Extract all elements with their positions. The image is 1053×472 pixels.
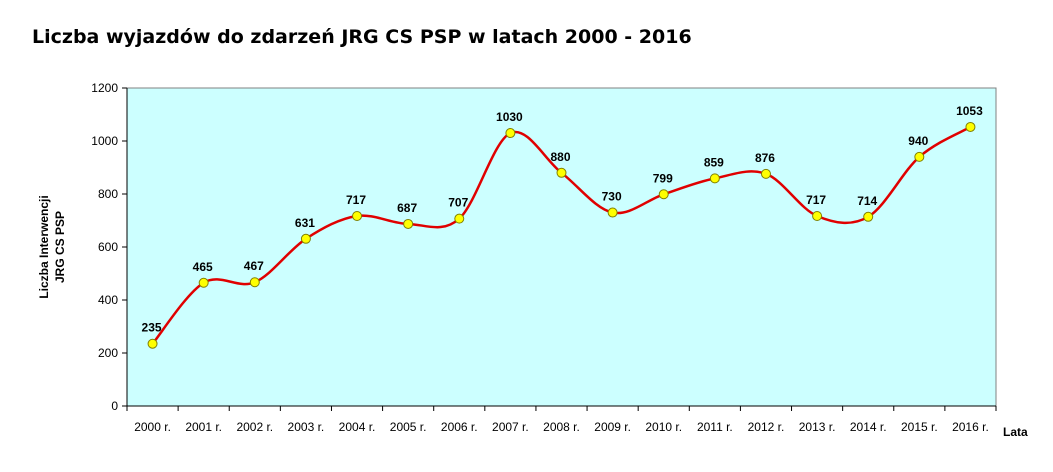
x-tick-label: 2012 r. bbox=[748, 420, 785, 434]
data-point bbox=[147, 338, 158, 349]
x-tick-label: 2006 r. bbox=[441, 420, 478, 434]
data-label: 707 bbox=[448, 196, 468, 210]
data-point bbox=[249, 277, 260, 288]
y-tick-label: 1000 bbox=[91, 134, 118, 148]
x-tick-label: 2013 r. bbox=[799, 420, 836, 434]
data-label: 631 bbox=[295, 216, 315, 230]
x-tick-label: 2010 r. bbox=[645, 420, 682, 434]
data-label: 687 bbox=[397, 201, 417, 215]
x-tick-label: 2005 r. bbox=[390, 420, 427, 434]
y-axis: 0 200 400 600 800 1000 1200 bbox=[91, 81, 128, 413]
data-label: 235 bbox=[142, 321, 162, 335]
data-point bbox=[352, 210, 363, 221]
data-label: 1053 bbox=[956, 104, 983, 118]
data-point bbox=[454, 213, 465, 224]
x-tick-label: 2003 r. bbox=[288, 420, 325, 434]
data-markers bbox=[147, 121, 976, 349]
x-tick-label: 2015 r. bbox=[901, 420, 938, 434]
y-tick-label: 800 bbox=[98, 187, 118, 201]
x-tick-label: 2004 r. bbox=[339, 420, 376, 434]
data-point bbox=[556, 167, 567, 178]
data-point bbox=[709, 173, 720, 184]
data-point bbox=[300, 233, 311, 244]
data-label: 714 bbox=[857, 194, 877, 208]
data-point bbox=[760, 168, 771, 179]
data-label: 880 bbox=[550, 150, 570, 164]
x-tick-label: 2001 r. bbox=[185, 420, 222, 434]
y-axis-title-line: JRG CS PSP bbox=[53, 211, 67, 283]
x-tick-label: 2016 r. bbox=[952, 420, 989, 434]
data-point bbox=[658, 189, 669, 200]
data-point bbox=[607, 207, 618, 218]
data-label: 730 bbox=[602, 190, 622, 204]
data-label: 876 bbox=[755, 151, 775, 165]
data-label: 717 bbox=[806, 193, 826, 207]
data-point bbox=[198, 277, 209, 288]
data-label: 717 bbox=[346, 193, 366, 207]
data-point bbox=[505, 128, 516, 139]
x-tick-label: 2002 r. bbox=[236, 420, 273, 434]
x-axis: 2000 r. 2001 r. 2002 r. 2003 r. 2004 r. 2005 … bbox=[126, 405, 997, 434]
data-label: 465 bbox=[193, 260, 213, 274]
y-tick-label: 400 bbox=[98, 293, 118, 307]
x-tick-label: 2000 r. bbox=[134, 420, 171, 434]
data-point bbox=[863, 211, 874, 222]
plot-area bbox=[126, 87, 997, 407]
data-label: 467 bbox=[244, 259, 264, 273]
data-label: 859 bbox=[704, 155, 724, 169]
data-point bbox=[965, 121, 976, 132]
y-axis-title: Liczba Interwencji JRG CS PSP bbox=[37, 195, 67, 298]
y-tick-label: 1200 bbox=[91, 81, 118, 95]
data-point bbox=[812, 210, 823, 221]
x-axis-title: Lata bbox=[1003, 425, 1028, 439]
x-tick-label: 2007 r. bbox=[492, 420, 529, 434]
y-tick-label: 600 bbox=[98, 240, 118, 254]
data-label: 1030 bbox=[496, 110, 523, 124]
data-point bbox=[914, 151, 925, 162]
data-labels: 235 465 467 631 717 687 707 1030 880 730 799 859 876… bbox=[142, 104, 984, 335]
x-tick-label: 2014 r. bbox=[850, 420, 887, 434]
data-label: 940 bbox=[908, 134, 928, 148]
x-tick-label: 2008 r. bbox=[543, 420, 580, 434]
x-tick-label: 2011 r. bbox=[697, 420, 733, 434]
y-tick-label: 0 bbox=[111, 399, 118, 413]
data-point bbox=[403, 218, 414, 229]
x-tick-label: 2009 r. bbox=[594, 420, 631, 434]
data-label: 799 bbox=[653, 171, 673, 185]
chart-title: Liczba wyjazdów do zdarzeń JRG CS PSP w … bbox=[32, 26, 692, 48]
y-axis-title-line: Liczba Interwencji bbox=[37, 195, 51, 298]
y-tick-label: 200 bbox=[98, 346, 118, 360]
